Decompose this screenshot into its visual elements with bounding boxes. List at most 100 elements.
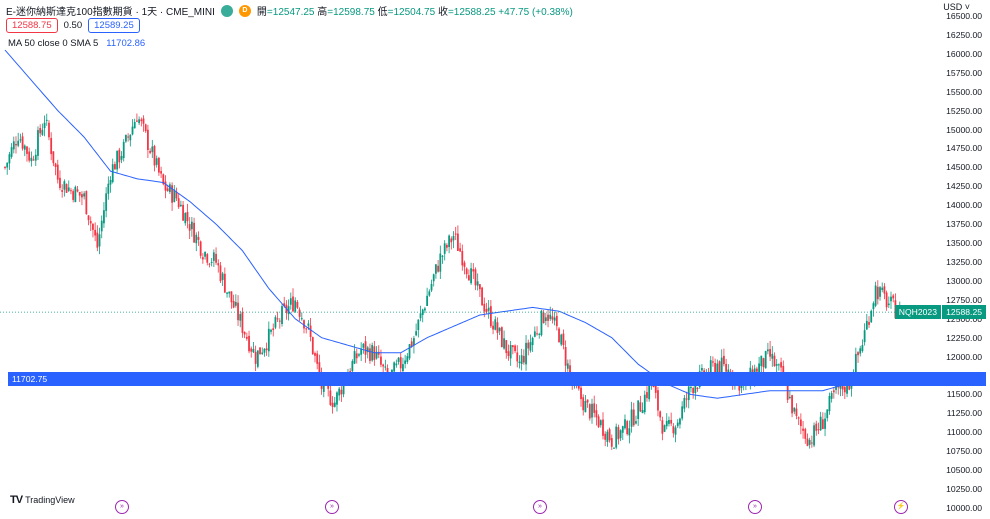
candle-body [43, 122, 46, 129]
indicator-legend[interactable]: MA 50 close 0 SMA 5 11702.86 [8, 38, 145, 49]
candle-body [153, 145, 156, 166]
candle-body [676, 422, 679, 427]
candle-body [399, 357, 402, 369]
candle-body [105, 193, 108, 211]
candle-body [245, 336, 248, 339]
candle-body [516, 352, 519, 362]
candle-body [56, 164, 59, 180]
candle-body [716, 363, 719, 376]
candle-body [872, 303, 875, 310]
candle-body [580, 387, 582, 400]
event-marker-icon[interactable]: » [533, 500, 547, 514]
candle-body [430, 283, 433, 291]
candle-body [393, 362, 396, 372]
candle-body [175, 191, 178, 199]
candle-body [186, 211, 189, 222]
candle-body [569, 365, 571, 374]
candle-body [553, 317, 556, 321]
candle-body [333, 402, 336, 407]
candle-body [70, 190, 72, 192]
candle-body [496, 322, 499, 333]
candle-body [81, 194, 83, 198]
candle-body [487, 307, 490, 311]
candle-body [415, 331, 418, 336]
candle-body [340, 389, 343, 395]
candle-body [712, 361, 714, 363]
event-marker-icon[interactable]: » [115, 500, 129, 514]
candle-body [448, 235, 451, 248]
tradingview-logo[interactable]: TV TradingView [10, 494, 75, 506]
candle-body [147, 129, 149, 150]
change-value: +47.75 (+0.38%) [498, 7, 573, 18]
candle-body [382, 364, 385, 367]
sell-price-button[interactable]: 12588.75 [6, 18, 58, 33]
close-value: =12588.25 [447, 7, 496, 18]
candle-body [111, 164, 114, 183]
candle-body [514, 345, 516, 352]
candle-body [300, 318, 303, 320]
candle-body [518, 361, 521, 364]
event-marker-icon[interactable]: ⚡ [894, 500, 908, 514]
candle-body [342, 380, 345, 395]
candle-body [85, 191, 88, 215]
candle-body [558, 328, 560, 343]
event-marker-icon[interactable]: » [748, 500, 762, 514]
currency-selector[interactable]: USD ˅ [943, 2, 970, 12]
candle-body [635, 421, 637, 424]
candle-body [637, 400, 640, 419]
buy-price-button[interactable]: 12589.25 [88, 18, 140, 33]
candle-body [127, 136, 130, 138]
candle-body [489, 306, 492, 327]
candle-body [355, 353, 358, 359]
candle-body [437, 265, 440, 272]
candle-body [265, 348, 268, 351]
candle-body [397, 357, 400, 362]
candle-body [771, 353, 774, 359]
price-tick-label: 15250.00 [946, 105, 982, 116]
candle-body [303, 320, 305, 329]
candle-body [773, 355, 776, 367]
candle-body [384, 366, 387, 368]
candle-body [505, 340, 508, 354]
candle-body [353, 351, 356, 364]
candle-body [599, 420, 602, 426]
candle-body [608, 429, 611, 441]
candle-body [30, 157, 33, 162]
candle-body [777, 364, 780, 366]
candle-body [59, 177, 61, 189]
candle-body [131, 126, 134, 135]
candle-body [881, 287, 884, 290]
candle-body [100, 220, 103, 232]
candle-body [588, 404, 591, 419]
price-tick-label: 12750.00 [946, 294, 982, 305]
candle-body [564, 346, 567, 366]
candle-body [144, 124, 147, 132]
candle-body [289, 298, 292, 305]
chart-header: E-迷你納斯達克100指數期貨 · 1天 · CME_MINI D 開=1254… [6, 3, 573, 18]
tradingview-icon: TV [10, 494, 23, 506]
candle-body [685, 398, 688, 400]
candle-body [723, 355, 725, 365]
candle-body [542, 312, 545, 324]
candle-body [758, 363, 760, 374]
candle-body [380, 356, 382, 365]
candle-body [142, 118, 145, 124]
price-tick-label: 11000.00 [946, 427, 982, 438]
candle-body [507, 351, 510, 357]
candle-body [826, 409, 829, 419]
candle-body [432, 274, 435, 282]
candle-body [760, 355, 763, 367]
event-marker-icon[interactable]: » [325, 500, 339, 514]
candle-body [817, 429, 820, 431]
price-tick-label: 14250.00 [946, 181, 982, 192]
candle-body [76, 189, 79, 192]
candle-body [863, 330, 866, 343]
candle-body [208, 263, 211, 265]
candle-body [529, 342, 532, 351]
candle-body [885, 292, 888, 308]
candle-body [474, 269, 477, 286]
symbol-title[interactable]: E-迷你納斯達克100指數期貨 · 1天 · CME_MINI [6, 7, 215, 18]
candle-body [500, 327, 503, 347]
candle-body [298, 309, 301, 317]
